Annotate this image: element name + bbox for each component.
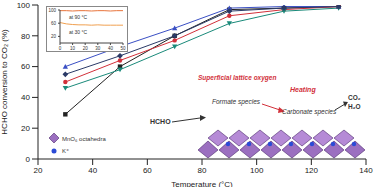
svg-text:20: 20 [51, 34, 57, 39]
svg-text:10: 10 [70, 46, 76, 51]
svg-text:MnO₆ octahedra: MnO₆ octahedra [62, 136, 106, 142]
svg-text:50: 50 [120, 46, 126, 51]
svg-text:80: 80 [21, 32, 30, 41]
svg-text:20: 20 [83, 46, 89, 51]
svg-text:40: 40 [21, 93, 30, 102]
svg-text:40: 40 [88, 166, 97, 175]
svg-text:40: 40 [108, 46, 114, 51]
svg-text:120: 120 [305, 166, 319, 175]
svg-text:30: 30 [95, 46, 101, 51]
svg-text:60: 60 [21, 62, 30, 71]
svg-text:Formate species: Formate species [212, 98, 261, 106]
svg-text:Temperature (°C): Temperature (°C) [171, 180, 233, 187]
svg-text:80: 80 [198, 166, 207, 175]
html-text:at 30 °C: at 30 °C [69, 29, 88, 35]
svg-text:60: 60 [143, 166, 152, 175]
svg-text:100: 100 [250, 166, 264, 175]
svg-text:0: 0 [26, 155, 31, 164]
svg-text:100: 100 [48, 8, 56, 13]
svg-text:Heating: Heating [290, 86, 316, 94]
svg-text:140: 140 [359, 166, 370, 175]
svg-text:CO₂: CO₂ [348, 94, 361, 101]
svg-text:0: 0 [59, 46, 62, 51]
svg-text:20: 20 [34, 166, 43, 175]
svg-text:HCHO conversion to CO₂ (%): HCHO conversion to CO₂ (%) [8, 29, 9, 135]
svg-text:HCHO: HCHO [150, 118, 171, 125]
svg-text:100: 100 [17, 1, 31, 10]
html-text:at 90 °C: at 90 °C [69, 14, 88, 20]
svg-text:H₂O: H₂O [348, 103, 361, 110]
svg-text:20: 20 [21, 124, 30, 133]
svg-text:K⁺: K⁺ [62, 148, 69, 154]
svg-text:60: 60 [51, 21, 57, 26]
svg-text:Superficial lattice oxygen: Superficial lattice oxygen [198, 74, 276, 82]
svg-text:Carbonate species: Carbonate species [282, 108, 337, 116]
